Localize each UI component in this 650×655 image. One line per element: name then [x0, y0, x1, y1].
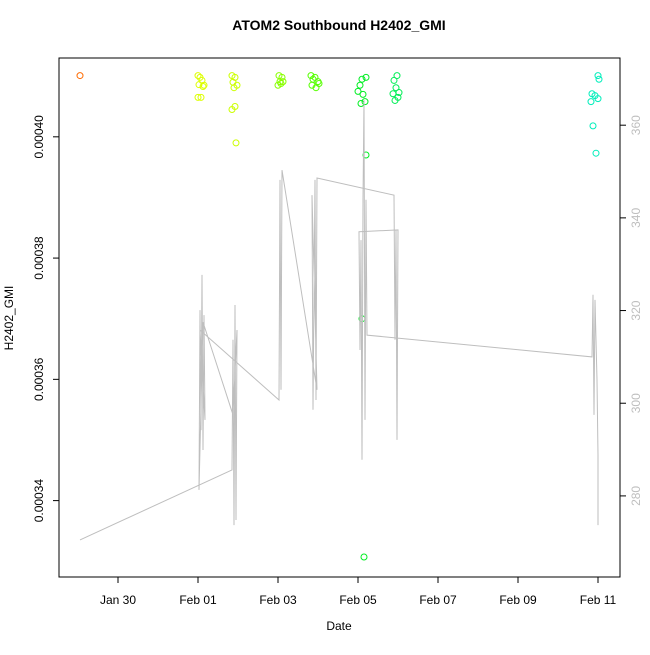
x-tick-label: Feb 01: [179, 593, 217, 607]
y2-tick-label: 360: [629, 115, 643, 135]
y-tick-label: 0.00034: [32, 479, 46, 523]
x-tick-label: Feb 07: [419, 593, 457, 607]
point: [309, 75, 317, 83]
x-tick-label: Jan 30: [100, 593, 136, 607]
point: [356, 81, 364, 89]
point: [594, 95, 602, 103]
x-tick-label: Feb 05: [339, 593, 377, 607]
point: [199, 82, 207, 90]
x-tick-label: Feb 09: [499, 593, 537, 607]
point: [231, 103, 239, 111]
point: [200, 81, 208, 89]
point: [230, 84, 238, 92]
point: [279, 78, 287, 86]
point: [362, 73, 370, 81]
point: [354, 87, 362, 95]
chart-title: ATOM2 Southbound H2402_GMI: [232, 17, 445, 33]
x-tick-label: Feb 03: [259, 593, 297, 607]
line: [79, 100, 599, 541]
y2-tick-label: 320: [629, 300, 643, 320]
point: [358, 75, 366, 83]
point: [76, 72, 84, 80]
point: [393, 72, 401, 80]
y-axis-label: H2402_GMI: [2, 286, 16, 351]
point: [391, 96, 399, 104]
point: [389, 90, 397, 98]
y-tick-label: 0.00038: [32, 236, 46, 280]
x-axis-label: Date: [326, 619, 352, 633]
point: [307, 72, 315, 80]
point: [360, 553, 368, 561]
point: [390, 76, 398, 84]
point: [197, 93, 205, 101]
point: [232, 139, 240, 147]
point: [195, 81, 203, 89]
y-tick-label: 0.00040: [32, 115, 46, 159]
point: [589, 122, 597, 130]
point: [392, 84, 400, 92]
point: [594, 72, 602, 80]
point: [587, 98, 595, 106]
x-tick-label: Feb 11: [580, 593, 617, 607]
point: [595, 75, 603, 83]
point: [315, 79, 323, 87]
point: [361, 98, 369, 106]
y2-tick-label: 280: [629, 486, 643, 506]
point: [277, 79, 285, 87]
point: [592, 149, 600, 157]
y2-tick-label: 340: [629, 208, 643, 228]
plot-frame: [58, 57, 621, 578]
y-tick-label: 0.00036: [32, 357, 46, 401]
point: [359, 90, 367, 98]
y2-tick-label: 300: [629, 393, 643, 413]
point: [194, 72, 202, 80]
point: [194, 93, 202, 101]
